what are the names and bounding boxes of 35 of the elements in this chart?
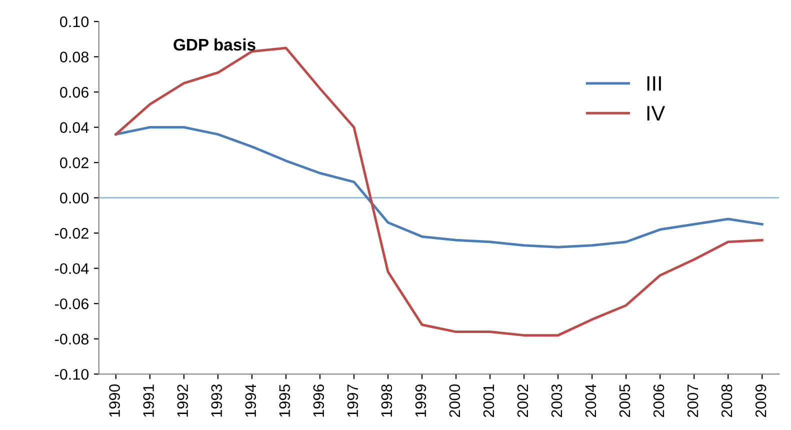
x-tick-label: 2008 xyxy=(721,384,732,418)
y-tick-label: -0.04 xyxy=(55,263,89,274)
y-tick-label: -0.02 xyxy=(55,228,88,239)
x-tick-label: 1990 xyxy=(109,384,120,417)
y-tick-label: -0.10 xyxy=(55,368,89,380)
x-tick-label: 2004 xyxy=(585,384,596,418)
legend-label: IV xyxy=(647,106,666,120)
x-tick-label: 2003 xyxy=(551,384,562,418)
x-tick-label: 1998 xyxy=(381,384,392,417)
x-tick-label: 2006 xyxy=(653,384,664,418)
x-tick-label: 1995 xyxy=(279,384,290,417)
y-tick-label: 0.02 xyxy=(60,157,88,168)
y-tick-label: 0.08 xyxy=(60,52,88,62)
y-tick-label: -0.08 xyxy=(55,334,88,345)
y-tick-label: -0.06 xyxy=(55,298,88,310)
y-tick-label: 0.10 xyxy=(60,16,89,28)
y-tick-label: 0.00 xyxy=(60,192,89,204)
line-series xyxy=(114,126,764,248)
text: GDP basis xyxy=(174,38,256,51)
x-tick-label: 1996 xyxy=(313,384,324,417)
x-tick-label: 1993 xyxy=(211,384,222,417)
x-tick-label: 1992 xyxy=(177,384,188,417)
legend-label: III xyxy=(647,76,661,91)
x-tick-label: 2005 xyxy=(619,384,630,418)
x-tick-label: 2009 xyxy=(755,384,766,418)
x-tick-label: 2001 xyxy=(483,384,494,418)
x-tick-label: 1994 xyxy=(245,384,256,417)
x-tick-label: 2000 xyxy=(449,384,460,418)
x-tick-label: 1999 xyxy=(415,384,426,417)
y-tick-label: 0.04 xyxy=(60,122,89,133)
y-tick-label: 0.06 xyxy=(60,86,88,98)
x-tick-label: 2007 xyxy=(687,384,698,418)
x-tick-label: 1997 xyxy=(347,384,358,417)
x-tick-label: 2002 xyxy=(517,384,528,418)
x-tick-label: 1991 xyxy=(143,384,154,417)
